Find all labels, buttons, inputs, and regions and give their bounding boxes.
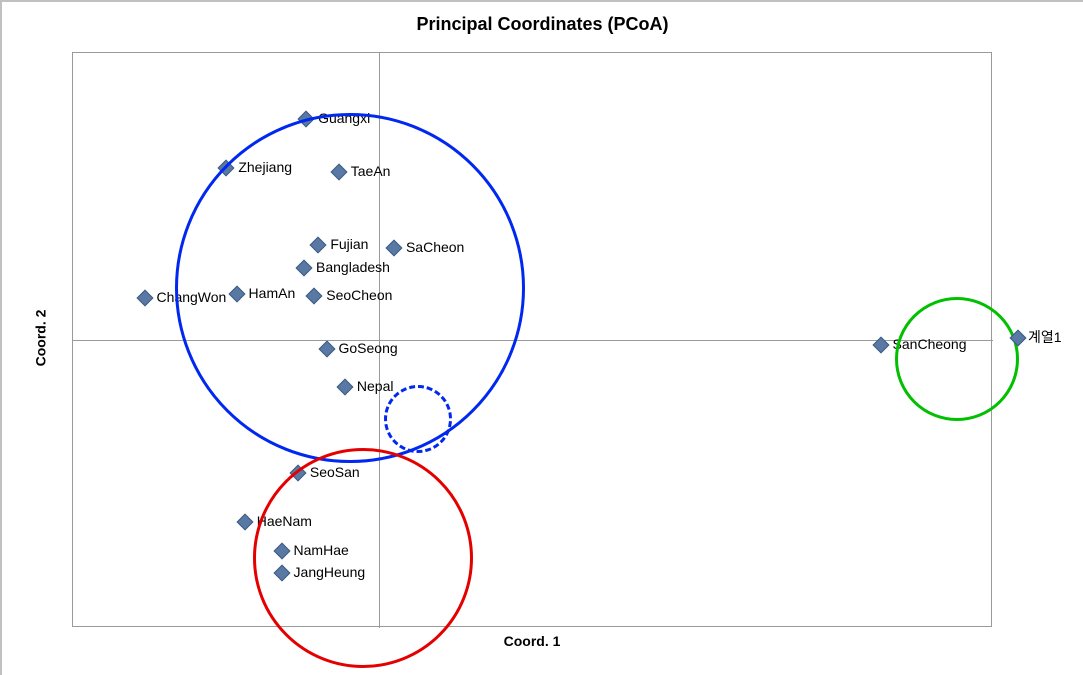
diamond-marker-icon bbox=[1010, 330, 1027, 347]
plot-frame: GuangxiZhejiangTaeAnFujianSaCheonBanglad… bbox=[72, 52, 992, 627]
diamond-marker-icon bbox=[136, 290, 153, 307]
blue-dashed-cluster bbox=[384, 385, 452, 453]
diamond-marker-icon bbox=[872, 336, 889, 353]
chart-title: Principal Coordinates (PCoA) bbox=[2, 14, 1083, 35]
x-axis-label: Coord. 1 bbox=[72, 633, 992, 649]
legend: 계열1 bbox=[1012, 327, 1062, 347]
y-axis-label: Coord. 2 bbox=[32, 309, 48, 366]
legend-item: 계열1 bbox=[1012, 327, 1062, 347]
legend-label: 계열1 bbox=[1028, 329, 1062, 345]
green-cluster bbox=[895, 297, 1019, 421]
blue-solid-cluster bbox=[175, 113, 525, 463]
chart-root: Principal Coordinates (PCoA) GuangxiZhej… bbox=[0, 0, 1083, 675]
diamond-marker-icon bbox=[236, 513, 253, 530]
